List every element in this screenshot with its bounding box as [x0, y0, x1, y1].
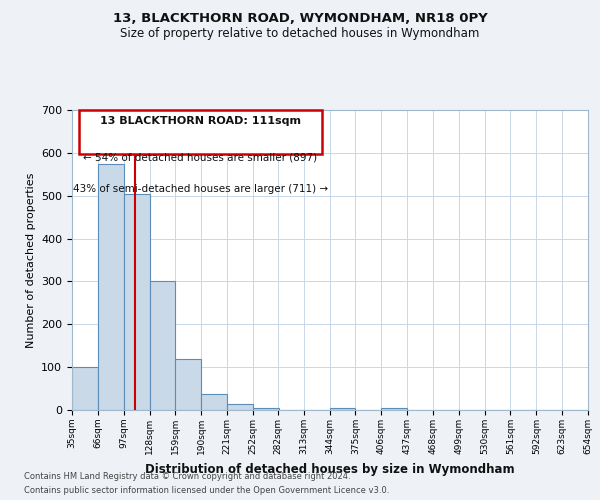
Bar — [253, 408, 279, 410]
Text: 13 BLACKTHORN ROAD: 111sqm: 13 BLACKTHORN ROAD: 111sqm — [100, 116, 301, 126]
Text: ← 54% of detached houses are smaller (897): ← 54% of detached houses are smaller (89… — [83, 152, 317, 162]
Bar — [149, 282, 175, 410]
Text: Distribution of detached houses by size in Wymondham: Distribution of detached houses by size … — [145, 462, 515, 475]
Bar — [72, 367, 98, 410]
Text: 13, BLACKTHORN ROAD, WYMONDHAM, NR18 0PY: 13, BLACKTHORN ROAD, WYMONDHAM, NR18 0PY — [113, 12, 487, 26]
FancyBboxPatch shape — [79, 110, 322, 154]
Bar — [201, 394, 227, 410]
Bar — [381, 408, 407, 410]
Bar — [227, 404, 253, 410]
Text: 43% of semi-detached houses are larger (711) →: 43% of semi-detached houses are larger (… — [73, 184, 328, 194]
Bar — [124, 194, 149, 410]
Bar — [98, 164, 124, 410]
Y-axis label: Number of detached properties: Number of detached properties — [26, 172, 35, 348]
Bar — [175, 360, 201, 410]
Text: Contains public sector information licensed under the Open Government Licence v3: Contains public sector information licen… — [24, 486, 389, 495]
Text: Size of property relative to detached houses in Wymondham: Size of property relative to detached ho… — [121, 28, 479, 40]
Bar — [329, 408, 355, 410]
Text: Contains HM Land Registry data © Crown copyright and database right 2024.: Contains HM Land Registry data © Crown c… — [24, 472, 350, 481]
